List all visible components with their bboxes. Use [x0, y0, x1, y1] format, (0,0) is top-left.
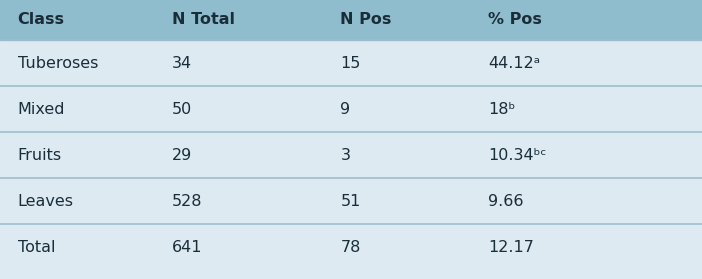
Text: 15: 15 — [340, 56, 361, 71]
Text: N Pos: N Pos — [340, 13, 392, 28]
Text: 50: 50 — [172, 102, 192, 117]
Text: Tuberoses: Tuberoses — [18, 56, 98, 71]
Text: 641: 641 — [172, 239, 202, 254]
Text: 3: 3 — [340, 148, 350, 162]
Text: 18ᵇ: 18ᵇ — [488, 102, 515, 117]
Text: Class: Class — [18, 13, 65, 28]
Text: 528: 528 — [172, 194, 202, 208]
Bar — [0, 40, 702, 86]
Text: 9: 9 — [340, 102, 350, 117]
Text: N Total: N Total — [172, 13, 235, 28]
Text: Total: Total — [18, 239, 55, 254]
Text: 29: 29 — [172, 148, 192, 162]
Bar — [0, 0, 702, 40]
Bar — [0, 224, 702, 270]
Text: 44.12ᵃ: 44.12ᵃ — [488, 56, 540, 71]
Text: Leaves: Leaves — [18, 194, 74, 208]
Text: 9.66: 9.66 — [488, 194, 524, 208]
Text: Fruits: Fruits — [18, 148, 62, 162]
Text: 12.17: 12.17 — [488, 239, 534, 254]
Text: % Pos: % Pos — [488, 13, 542, 28]
Text: 78: 78 — [340, 239, 361, 254]
Bar — [0, 178, 702, 224]
Text: 34: 34 — [172, 56, 192, 71]
Text: Mixed: Mixed — [18, 102, 65, 117]
Bar — [0, 132, 702, 178]
Text: 51: 51 — [340, 194, 361, 208]
Text: 10.34ᵇᶜ: 10.34ᵇᶜ — [488, 148, 546, 162]
Bar — [0, 86, 702, 132]
